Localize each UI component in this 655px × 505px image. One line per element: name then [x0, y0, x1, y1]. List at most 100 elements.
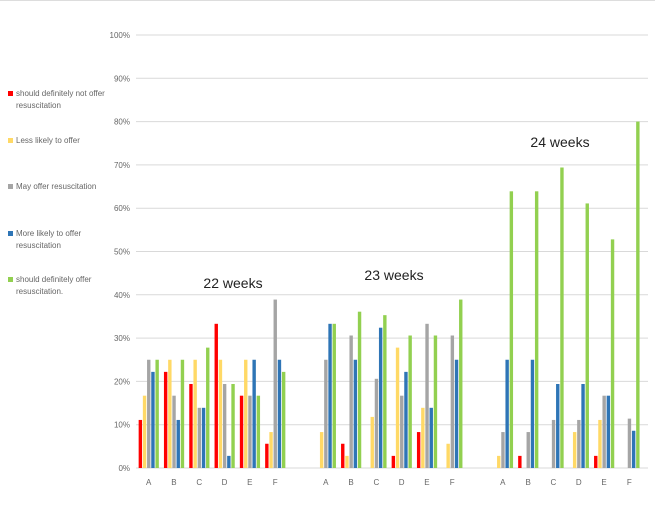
legend-label: More likely to offer resuscitation — [16, 229, 82, 250]
bar — [281, 371, 286, 468]
bar — [501, 432, 505, 468]
y-tick-label: 40% — [114, 291, 130, 300]
x-tick-label: E — [424, 478, 429, 487]
bar — [395, 347, 400, 468]
group-label: 22 weeks — [203, 275, 262, 291]
bar — [248, 395, 252, 468]
legend-item: May offer resuscitation — [8, 181, 128, 193]
bar — [163, 371, 168, 468]
bar — [332, 323, 336, 468]
bar — [269, 432, 273, 468]
x-tick-label: A — [500, 478, 506, 487]
group-label: 24 weeks — [530, 134, 589, 150]
bar — [416, 432, 421, 468]
legend-swatch — [8, 138, 13, 143]
bar — [602, 395, 606, 468]
bar — [425, 323, 429, 468]
bar — [172, 395, 176, 468]
x-tick-label: E — [247, 478, 252, 487]
bar — [252, 359, 256, 468]
bar — [421, 407, 425, 468]
bar — [147, 359, 151, 468]
bar — [319, 432, 324, 468]
legend-swatch — [8, 277, 13, 282]
bar — [551, 419, 556, 468]
legend-item: should definitely offer resuscitation. — [8, 274, 128, 298]
bar — [450, 335, 455, 468]
bar — [214, 323, 218, 468]
x-tick-label: F — [450, 478, 455, 487]
x-tick-label: D — [222, 478, 228, 487]
bar — [227, 455, 231, 468]
y-tick-label: 100% — [110, 31, 130, 40]
bar — [193, 359, 197, 468]
bar — [560, 167, 564, 469]
bar — [433, 335, 438, 468]
bar — [265, 443, 269, 468]
x-tick-label: E — [601, 478, 606, 487]
legend-swatch — [8, 184, 13, 189]
x-tick-label: D — [576, 478, 582, 487]
bar — [341, 443, 345, 468]
bar — [404, 371, 408, 468]
y-tick-label: 20% — [114, 377, 130, 386]
bar — [231, 383, 235, 468]
bar — [324, 359, 328, 468]
bar — [218, 359, 223, 468]
bar — [598, 419, 602, 468]
bar — [256, 395, 261, 468]
bar — [556, 383, 560, 468]
bar — [610, 239, 615, 468]
y-tick-label: 90% — [114, 74, 130, 83]
bar — [581, 383, 585, 468]
bar — [189, 383, 193, 468]
bar — [155, 359, 159, 468]
bar — [197, 407, 202, 468]
bar — [370, 416, 374, 468]
bar — [180, 359, 185, 468]
legend-label: Less likely to offer — [16, 136, 80, 145]
bar — [277, 359, 282, 468]
bar — [142, 395, 147, 468]
legend-label: May offer resuscitation — [16, 182, 97, 191]
bar — [459, 299, 463, 468]
x-tick-label: C — [196, 478, 202, 487]
x-tick-label: C — [551, 478, 557, 487]
x-tick-label: D — [399, 478, 405, 487]
legend-item: should definitely not offer resuscitatio… — [8, 88, 128, 112]
bar — [594, 455, 598, 468]
x-tick-label: F — [627, 478, 632, 487]
bar — [273, 299, 277, 468]
y-tick-label: 70% — [114, 161, 130, 170]
bar — [138, 419, 143, 468]
y-tick-label: 60% — [114, 204, 130, 213]
bar — [239, 395, 244, 468]
y-tick-label: 50% — [114, 248, 130, 257]
bar — [631, 430, 636, 468]
bar — [222, 383, 227, 468]
bar — [345, 455, 349, 468]
bar — [374, 378, 379, 468]
bar — [530, 359, 535, 468]
legend-swatch — [8, 231, 13, 236]
bar — [353, 359, 358, 468]
bar — [585, 203, 589, 468]
x-tick-label: A — [323, 478, 329, 487]
group-label: 23 weeks — [364, 267, 423, 283]
bar — [328, 323, 332, 468]
bar — [244, 359, 248, 468]
bar — [454, 359, 459, 468]
legend-label: should definitely not offer resuscitatio… — [16, 89, 105, 110]
x-tick-label: F — [273, 478, 278, 487]
x-tick-label: A — [146, 478, 152, 487]
bar — [446, 443, 450, 468]
bar — [400, 395, 404, 468]
bar — [408, 335, 412, 468]
bar — [509, 191, 514, 469]
bar — [391, 455, 396, 468]
x-tick-label: B — [525, 478, 530, 487]
y-tick-label: 10% — [114, 421, 130, 430]
bar — [357, 311, 362, 468]
x-tick-label: B — [171, 478, 176, 487]
bar — [636, 121, 640, 468]
